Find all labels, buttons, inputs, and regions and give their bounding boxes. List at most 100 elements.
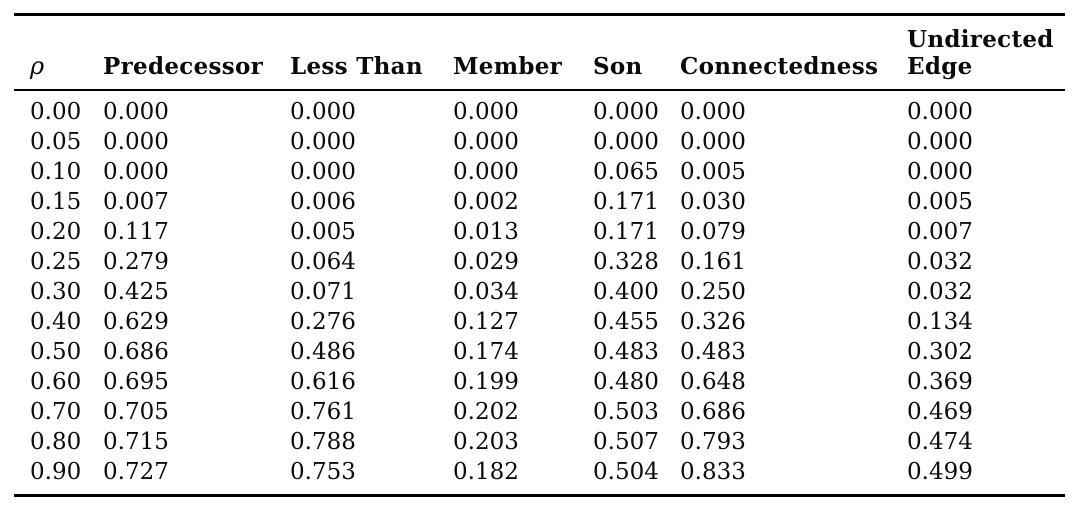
table-cell: 0.005 (680, 159, 746, 185)
column-header-less-than: Less Than (290, 14, 453, 91)
table-cell: 0.079 (680, 219, 746, 245)
table-row: 0.00 0.000 0.000 0.000 0.000 0.000 0.000 (14, 90, 1065, 127)
table-cell: 0.000 (907, 159, 973, 185)
table-cell: 0.034 (453, 279, 519, 305)
table-cell: 0.788 (290, 429, 356, 455)
table-cell: 0.000 (680, 99, 746, 125)
table-cell: 0.203 (453, 429, 519, 455)
table-cell: 0.425 (103, 279, 169, 305)
column-header-son: Son (593, 14, 680, 91)
table-row: 0.90 0.727 0.753 0.182 0.504 0.833 0.499 (14, 457, 1065, 496)
column-header-ρ: ρ (14, 14, 103, 91)
table-cell: 0.000 (453, 159, 519, 185)
table-cell: 0.032 (907, 249, 973, 275)
table-cell: 0.174 (453, 339, 519, 365)
table-cell: 0.000 (680, 129, 746, 155)
table-cell: 0.065 (593, 159, 659, 185)
table-cell: 0.000 (103, 99, 169, 125)
table-cell: 0.032 (907, 279, 973, 305)
table-cell: 0.071 (290, 279, 356, 305)
table-header-row: ρ Predecessor Less Than Member Son Connectedn… (14, 14, 1065, 91)
table-cell: 0.00 (30, 99, 82, 125)
table-header-row: ρ Predecessor Less Than Member Son Connectedn… (14, 14, 1065, 91)
table-cell: 0.000 (907, 129, 973, 155)
table-cell: 0.302 (907, 339, 973, 365)
table-row: 0.05 0.000 0.000 0.000 0.000 0.000 0.000 (14, 127, 1065, 157)
table-cell: 0.328 (593, 249, 659, 275)
table-cell: 0.686 (680, 399, 746, 425)
table-cell: 0.753 (290, 459, 356, 485)
table-row: 0.50 0.686 0.486 0.174 0.483 0.483 0.302 (14, 337, 1065, 367)
table-cell: 0.70 (30, 399, 82, 425)
table-cell: 0.80 (30, 429, 82, 455)
table-cell: 0.20 (30, 219, 82, 245)
table-cell: 0.000 (290, 99, 356, 125)
table-cell: 0.60 (30, 369, 82, 395)
table-row: 0.25 0.279 0.064 0.029 0.328 0.161 0.032 (14, 247, 1065, 277)
table-cell: 0.629 (103, 309, 169, 335)
table-cell: 0.474 (907, 429, 973, 455)
table-cell: 0.202 (453, 399, 519, 425)
table-cell: 0.326 (680, 309, 746, 335)
table-cell: 0.250 (680, 279, 746, 305)
column-header-member: Member (453, 14, 593, 91)
table-cell: 0.276 (290, 309, 356, 335)
table-cell: 0.483 (593, 339, 659, 365)
table-cell: 0.705 (103, 399, 169, 425)
table-cell: 0.006 (290, 189, 356, 215)
table-cell: 0.499 (907, 459, 973, 485)
table-cell: 0.486 (290, 339, 356, 365)
table-cell: 0.117 (103, 219, 169, 245)
table-cell: 0.369 (907, 369, 973, 395)
table-cell: 0.761 (290, 399, 356, 425)
table-cell: 0.279 (103, 249, 169, 275)
table-cell: 0.90 (30, 459, 82, 485)
table-body: 0.00 0.000 0.000 0.000 0.000 0.000 0.000 0.05 0.… (14, 90, 1065, 496)
table-row: 0.60 0.695 0.616 0.199 0.480 0.648 0.369 (14, 367, 1065, 397)
table-cell: 0.007 (907, 219, 973, 245)
table-cell: 0.483 (680, 339, 746, 365)
table-cell: 0.000 (290, 159, 356, 185)
table-row: 0.40 0.629 0.276 0.127 0.455 0.326 0.134 (14, 307, 1065, 337)
table-cell: 0.029 (453, 249, 519, 275)
table-cell: 0.000 (453, 129, 519, 155)
table-cell: 0.503 (593, 399, 659, 425)
column-header-predecessor: Predecessor (103, 14, 290, 91)
table-cell: 0.005 (907, 189, 973, 215)
table-row: 0.20 0.117 0.005 0.013 0.171 0.079 0.007 (14, 217, 1065, 247)
table-cell: 0.504 (593, 459, 659, 485)
table-cell: 0.10 (30, 159, 82, 185)
table-cell: 0.064 (290, 249, 356, 275)
table-cell: 0.469 (907, 399, 973, 425)
table-cell: 0.127 (453, 309, 519, 335)
table-cell: 0.000 (453, 99, 519, 125)
table-cell: 0.05 (30, 129, 82, 155)
table-row: 0.80 0.715 0.788 0.203 0.507 0.793 0.474 (14, 427, 1065, 457)
table-cell: 0.30 (30, 279, 82, 305)
table-cell: 0.507 (593, 429, 659, 455)
table-cell: 0.199 (453, 369, 519, 395)
table-cell: 0.400 (593, 279, 659, 305)
table-cell: 0.480 (593, 369, 659, 395)
table-cell: 0.182 (453, 459, 519, 485)
table-cell: 0.000 (593, 129, 659, 155)
table-cell: 0.50 (30, 339, 82, 365)
results-table: ρ Predecessor Less Than Member Son Connectedn… (14, 13, 1065, 497)
table-cell: 0.134 (907, 309, 973, 335)
table-cell: 0.686 (103, 339, 169, 365)
table-cell: 0.40 (30, 309, 82, 335)
table-cell: 0.000 (103, 159, 169, 185)
table-row: 0.10 0.000 0.000 0.000 0.065 0.005 0.000 (14, 157, 1065, 187)
table-cell: 0.648 (680, 369, 746, 395)
table-row: 0.70 0.705 0.761 0.202 0.503 0.686 0.469 (14, 397, 1065, 427)
table-cell: 0.000 (593, 99, 659, 125)
table-cell: 0.727 (103, 459, 169, 485)
table-cell: 0.161 (680, 249, 746, 275)
table-cell: 0.15 (30, 189, 82, 215)
table-cell: 0.715 (103, 429, 169, 455)
table-cell: 0.013 (453, 219, 519, 245)
table-row: 0.15 0.007 0.006 0.002 0.171 0.030 0.005 (14, 187, 1065, 217)
table-cell: 0.005 (290, 219, 356, 245)
table-cell: 0.833 (680, 459, 746, 485)
table-cell: 0.000 (290, 129, 356, 155)
